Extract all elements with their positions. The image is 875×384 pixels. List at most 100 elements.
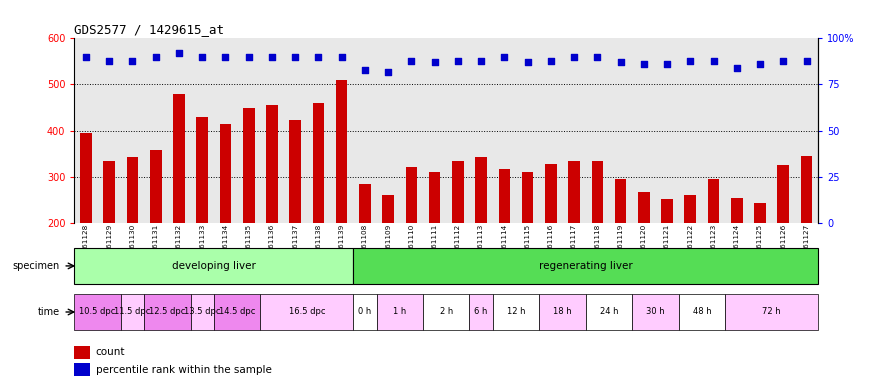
Bar xyxy=(243,108,255,315)
Text: 10.5 dpc: 10.5 dpc xyxy=(80,308,116,316)
Text: 13.5 dpc: 13.5 dpc xyxy=(184,308,220,316)
Point xyxy=(730,65,744,71)
Bar xyxy=(493,294,539,330)
Bar xyxy=(312,103,325,315)
Text: GSM161121: GSM161121 xyxy=(664,224,670,268)
Bar xyxy=(731,198,743,315)
Text: 16.5 dpc: 16.5 dpc xyxy=(289,308,325,316)
Point xyxy=(219,54,233,60)
Text: 6 h: 6 h xyxy=(474,308,487,316)
Point xyxy=(521,59,535,65)
Point xyxy=(800,58,814,64)
Text: 12 h: 12 h xyxy=(507,308,525,316)
Text: GSM161122: GSM161122 xyxy=(687,224,693,268)
Bar xyxy=(592,161,603,315)
Text: percentile rank within the sample: percentile rank within the sample xyxy=(96,364,271,375)
Point xyxy=(776,58,790,64)
Text: count: count xyxy=(96,347,125,358)
Bar xyxy=(191,294,214,330)
Text: 72 h: 72 h xyxy=(762,308,781,316)
Bar xyxy=(632,294,679,330)
Point xyxy=(591,54,605,60)
Point xyxy=(79,54,93,60)
Point xyxy=(382,68,396,74)
Point xyxy=(637,61,651,67)
Bar xyxy=(725,294,818,330)
Text: 0 h: 0 h xyxy=(358,308,372,316)
Bar xyxy=(406,167,417,315)
Text: 11.5 dpc: 11.5 dpc xyxy=(115,308,150,316)
Text: GSM161124: GSM161124 xyxy=(734,224,739,268)
Point xyxy=(102,58,116,64)
Text: GSM161108: GSM161108 xyxy=(362,224,368,268)
Bar xyxy=(74,346,90,359)
Text: GSM161127: GSM161127 xyxy=(803,224,809,268)
Text: GSM161134: GSM161134 xyxy=(222,224,228,268)
Bar xyxy=(499,169,510,315)
Text: GSM161128: GSM161128 xyxy=(83,224,89,268)
Text: 48 h: 48 h xyxy=(693,308,711,316)
Bar xyxy=(74,294,121,330)
Text: GSM161112: GSM161112 xyxy=(455,224,461,268)
Text: GSM161109: GSM161109 xyxy=(385,224,391,268)
Bar xyxy=(638,192,649,315)
Bar xyxy=(121,294,144,330)
Bar xyxy=(196,117,208,315)
Text: GSM161125: GSM161125 xyxy=(757,224,763,268)
Text: GSM161131: GSM161131 xyxy=(153,224,158,268)
Text: GSM161118: GSM161118 xyxy=(594,224,600,268)
Bar xyxy=(103,161,115,315)
Point xyxy=(567,54,581,60)
Bar xyxy=(539,294,585,330)
Bar xyxy=(290,121,301,315)
Text: 18 h: 18 h xyxy=(553,308,571,316)
Text: time: time xyxy=(38,307,60,317)
Bar xyxy=(475,157,487,315)
Point xyxy=(613,59,627,65)
Point xyxy=(242,54,256,60)
Text: developing liver: developing liver xyxy=(172,261,255,271)
Text: GSM161138: GSM161138 xyxy=(315,224,321,268)
Text: 2 h: 2 h xyxy=(439,308,453,316)
Text: GSM161114: GSM161114 xyxy=(501,224,507,268)
Text: GSM161133: GSM161133 xyxy=(200,224,206,268)
Bar xyxy=(173,94,185,315)
Bar xyxy=(74,363,90,376)
Text: GSM161137: GSM161137 xyxy=(292,224,298,268)
Point xyxy=(660,61,674,67)
Bar xyxy=(359,184,371,315)
Point xyxy=(149,54,163,60)
Text: GSM161123: GSM161123 xyxy=(710,224,717,268)
Text: GSM161110: GSM161110 xyxy=(409,224,415,268)
Bar xyxy=(585,294,632,330)
Point xyxy=(753,61,767,67)
Bar xyxy=(74,248,354,284)
Point xyxy=(358,67,372,73)
Bar xyxy=(376,294,423,330)
Bar xyxy=(261,294,354,330)
Bar xyxy=(150,151,162,315)
Bar xyxy=(801,156,812,315)
Point xyxy=(451,58,465,64)
Text: GSM161119: GSM161119 xyxy=(618,224,624,268)
Bar xyxy=(708,179,719,315)
Text: GSM161126: GSM161126 xyxy=(780,224,787,268)
Point xyxy=(544,58,558,64)
Bar xyxy=(568,161,580,315)
Bar xyxy=(220,124,231,315)
Text: GSM161111: GSM161111 xyxy=(431,224,438,268)
Bar xyxy=(470,294,493,330)
Text: GSM161139: GSM161139 xyxy=(339,224,345,268)
Point xyxy=(288,54,302,60)
Point xyxy=(195,54,209,60)
Text: specimen: specimen xyxy=(12,261,60,271)
Point xyxy=(706,58,720,64)
Bar xyxy=(382,195,394,315)
Bar xyxy=(679,294,725,330)
Text: GSM161116: GSM161116 xyxy=(548,224,554,268)
Text: 24 h: 24 h xyxy=(599,308,619,316)
Bar xyxy=(429,172,440,315)
Bar xyxy=(80,133,92,315)
Bar xyxy=(266,105,277,315)
Point xyxy=(312,54,326,60)
